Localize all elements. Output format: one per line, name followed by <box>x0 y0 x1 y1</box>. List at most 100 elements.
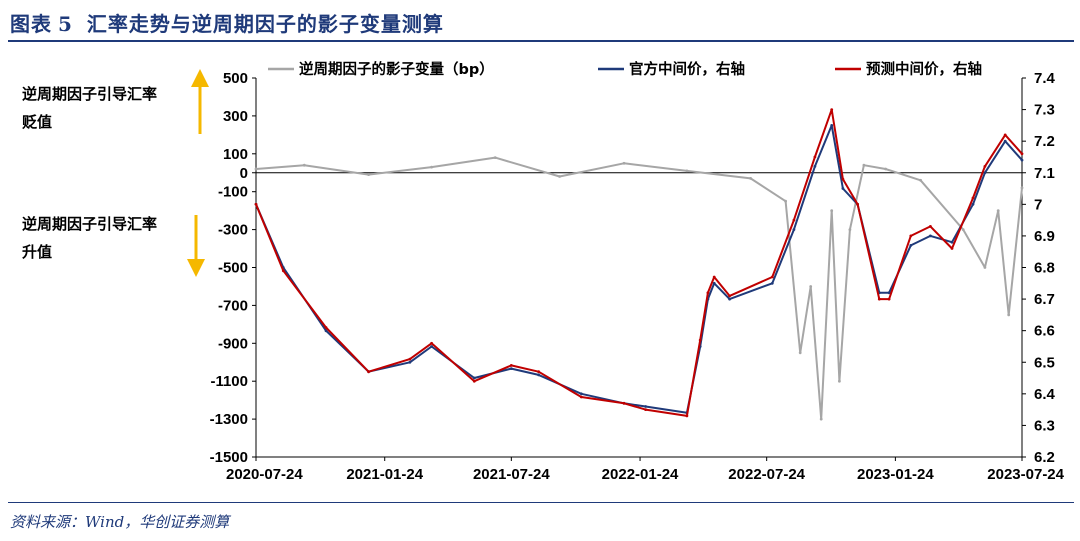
series-point-1 <box>841 187 845 190</box>
right-tick-label: 6.9 <box>1034 228 1055 245</box>
chart-series <box>254 108 1024 421</box>
series-point-0 <box>302 163 306 167</box>
series-point-2 <box>1003 133 1007 137</box>
left-tick-label: -1500 <box>210 449 248 466</box>
series-point-0 <box>254 167 258 171</box>
note-depreciation: 逆周期因子引导汇率 贬值 <box>22 80 157 136</box>
series-point-2 <box>644 408 647 411</box>
series-point-0 <box>558 175 561 178</box>
right-tick-label: 6.5 <box>1034 354 1055 371</box>
series-point-0 <box>961 228 965 232</box>
series-point-2 <box>698 338 702 342</box>
right-tick-label: 6.4 <box>1034 386 1056 403</box>
right-tick-label: 7 <box>1034 196 1042 213</box>
series-point-2 <box>770 275 774 279</box>
series-point-2 <box>537 370 540 374</box>
series-point-1 <box>792 228 796 232</box>
series-point-2 <box>909 234 913 238</box>
series-point-0 <box>983 266 987 269</box>
left-tick-label: 100 <box>223 146 248 163</box>
series-point-2 <box>841 177 845 181</box>
series-point-2 <box>712 275 716 279</box>
series-point-2 <box>367 370 370 374</box>
source-note: 资料来源：Wind，华创证券测算 <box>10 513 230 531</box>
series-point-1 <box>408 360 412 364</box>
chart-legend: 逆周期因子的影子变量（bp） 官方中间价，右轴 预测中间价，右轴 <box>268 60 982 78</box>
series-point-0 <box>749 177 752 180</box>
x-tick-label: 2021-07-24 <box>473 466 550 483</box>
series-point-2 <box>509 364 513 367</box>
series-point-2 <box>579 395 583 399</box>
x-tick-label: 2022-01-24 <box>602 466 679 483</box>
footer-rule <box>8 502 1074 503</box>
series-point-1 <box>909 244 913 247</box>
series-point-1 <box>950 240 954 244</box>
series-point-0 <box>1007 313 1011 317</box>
left-tick-label: -1300 <box>210 411 248 428</box>
series-point-2 <box>813 155 817 159</box>
series-line-0 <box>255 156 1023 421</box>
series-point-1 <box>728 297 731 301</box>
series-point-1 <box>887 291 891 295</box>
figure-label: 图表 <box>10 12 52 36</box>
series-point-2 <box>472 379 476 383</box>
series-point-2 <box>254 202 258 206</box>
series-point-1 <box>929 234 932 238</box>
series-point-0 <box>622 161 626 165</box>
left-tick-label: -1100 <box>210 373 248 390</box>
series-point-2 <box>622 401 626 405</box>
left-tick-label: -900 <box>218 335 248 352</box>
legend-label-2: 预测中间价，右轴 <box>866 60 982 78</box>
note-depreciation-line1: 逆周期因子引导汇率 <box>22 85 158 103</box>
left-tick-label: -700 <box>218 297 248 314</box>
series-point-0 <box>784 199 787 203</box>
right-tick-label: 6.2 <box>1034 449 1055 466</box>
series-point-1 <box>537 373 540 377</box>
series-point-0 <box>819 417 823 421</box>
series-point-0 <box>367 173 370 177</box>
series-point-1 <box>813 165 817 168</box>
legend-label-1: 官方中间价，右轴 <box>629 60 745 78</box>
series-point-1 <box>509 367 513 370</box>
series-point-2 <box>408 357 412 361</box>
chart-axes: 500 300 100 0 -100 -300 -500 -700 -900 -1100 -1300… <box>210 70 1065 483</box>
figure-title: 汇率走势与逆周期因子的影子变量测算 <box>86 12 444 36</box>
right-tick-label: 6.8 <box>1034 260 1055 277</box>
series-point-0 <box>685 169 689 173</box>
series-point-0 <box>809 285 813 288</box>
x-tick-label: 2021-01-24 <box>346 466 423 483</box>
series-point-1 <box>1003 139 1007 143</box>
series-point-2 <box>830 108 834 111</box>
series-point-1 <box>830 124 834 127</box>
right-tick-label: 6.3 <box>1034 417 1055 434</box>
left-tick-label: 500 <box>223 70 248 87</box>
series-point-1 <box>971 202 975 206</box>
series-point-2 <box>685 414 689 418</box>
series-point-1 <box>324 329 328 333</box>
series-point-1 <box>1020 158 1024 162</box>
series-point-2 <box>728 294 731 298</box>
series-point-1 <box>472 376 476 380</box>
series-point-2 <box>281 269 285 273</box>
series-point-2 <box>792 218 796 222</box>
series-point-1 <box>430 345 433 348</box>
series-point-0 <box>848 228 852 232</box>
x-tick-label: 2023-01-24 <box>857 466 934 483</box>
series-point-2 <box>324 326 328 329</box>
series-line-2 <box>255 108 1023 417</box>
series-point-2 <box>856 202 859 206</box>
right-tick-label: 7.4 <box>1034 70 1056 87</box>
series-point-2 <box>983 165 987 168</box>
series-point-2 <box>1020 152 1024 156</box>
series-point-0 <box>996 209 1000 213</box>
series-point-2 <box>887 297 891 301</box>
series-point-1 <box>712 281 716 285</box>
series-point-2 <box>877 297 881 301</box>
right-tick-label: 7.2 <box>1034 133 1055 150</box>
series-point-0 <box>830 209 834 213</box>
left-tick-label: 0 <box>240 165 248 182</box>
series-point-2 <box>430 341 433 345</box>
series-point-0 <box>493 156 497 160</box>
left-tick-label: 300 <box>223 108 248 125</box>
series-point-0 <box>798 351 802 355</box>
